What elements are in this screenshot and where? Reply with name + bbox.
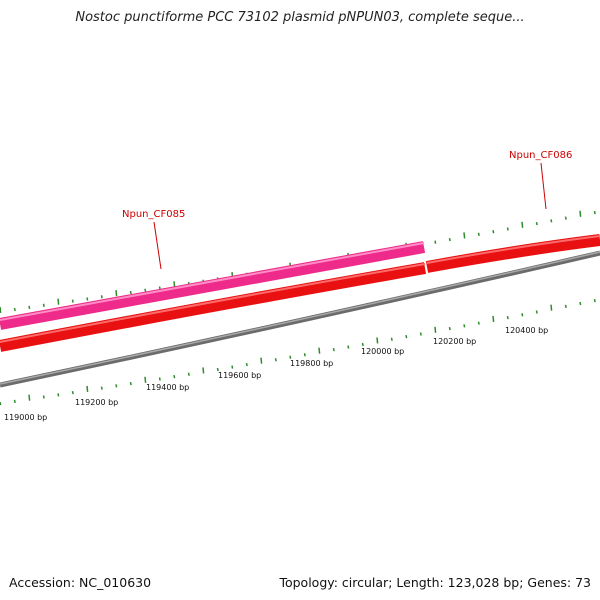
inner-tick	[477, 321, 480, 325]
inner-tick	[419, 332, 422, 336]
inner-tick	[405, 334, 408, 339]
inner-tick	[28, 394, 31, 401]
outer-tick	[506, 227, 509, 231]
inner-tick	[57, 393, 60, 397]
inner-tick	[13, 399, 16, 404]
accession-label: Accession: NC_010630	[9, 575, 152, 590]
outer-tick	[129, 290, 132, 295]
inner-tick	[187, 372, 190, 376]
outer-tick	[579, 210, 582, 217]
inner-tick	[579, 301, 582, 306]
inner-tick	[390, 337, 393, 341]
backbone-highlight	[0, 251, 600, 385]
inner-tick	[492, 315, 495, 322]
cds-reverse-highlight	[426, 235, 600, 264]
inner-tick	[0, 401, 2, 406]
inner-tick	[173, 374, 176, 379]
inner-tick	[593, 298, 596, 303]
inner-tick	[303, 353, 306, 357]
outer-tick	[463, 232, 466, 239]
inner-tick	[129, 381, 132, 386]
cds-forward-highlight	[0, 242, 425, 321]
inner-tick	[289, 355, 292, 359]
inner-tick	[564, 304, 567, 308]
inner-tick	[158, 377, 161, 381]
inner-tick	[71, 390, 74, 395]
map-summary: Topology: circular; Length: 123,028 bp; …	[279, 575, 591, 590]
outer-tick	[434, 240, 437, 244]
outer-tick	[57, 298, 60, 305]
inner-tick	[361, 342, 364, 347]
inner-tick	[231, 365, 234, 369]
outer-tick	[477, 232, 480, 236]
cds-reverse-feature	[0, 262, 427, 352]
inner-tick	[506, 315, 509, 320]
inner-tick	[332, 347, 335, 352]
inner-tick	[42, 395, 45, 399]
inner-tick	[274, 358, 277, 362]
outer-tick	[535, 221, 538, 226]
inner-tick	[376, 337, 379, 344]
cds-reverse-highlight	[0, 263, 426, 343]
ruler-label: 119600 bp	[218, 371, 261, 380]
outer-tick	[115, 290, 118, 297]
ruler-label: 120400 bp	[505, 326, 548, 335]
outer-tick	[42, 303, 45, 307]
inner-tick	[86, 385, 89, 392]
inner-tick	[115, 384, 118, 388]
inner-tick	[216, 367, 219, 372]
outer-tick	[28, 305, 31, 310]
cds-forward-feature	[0, 241, 426, 330]
inner-tick	[347, 345, 350, 349]
outer-tick	[448, 237, 451, 242]
outer-tick	[593, 210, 596, 215]
outer-tick	[492, 230, 495, 234]
ruler-label: 119000 bp	[4, 413, 47, 422]
cds-reverse-feature	[425, 234, 600, 273]
inner-tick	[100, 386, 103, 390]
outer-tick	[521, 221, 524, 228]
inner-tick	[144, 376, 147, 383]
outer-tick	[13, 307, 16, 312]
map-title: Nostoc punctiforme PCC 73102 plasmid pNP…	[75, 10, 525, 25]
ruler-label: 120200 bp	[433, 337, 476, 346]
ruler-label: 119800 bp	[290, 359, 333, 368]
outer-tick	[71, 299, 74, 303]
inner-tick	[463, 324, 466, 328]
outer-tick	[0, 306, 2, 314]
inner-tick	[202, 367, 205, 374]
gene-callout-line	[540, 162, 547, 210]
gene-callout-line	[153, 221, 162, 270]
outer-tick	[550, 219, 553, 223]
inner-tick	[521, 313, 524, 317]
gene-label: Npun_CF085	[122, 209, 185, 220]
gene-label: Npun_CF086	[509, 150, 572, 161]
inner-tick	[318, 347, 321, 354]
inner-tick	[434, 326, 437, 333]
outer-tick	[100, 295, 103, 299]
inner-tick	[550, 304, 553, 311]
inner-tick	[245, 362, 248, 367]
outer-tick	[86, 297, 89, 301]
ruler-label: 119400 bp	[146, 383, 189, 392]
inner-tick	[260, 357, 263, 364]
outer-tick	[144, 288, 147, 292]
inner-tick	[535, 310, 538, 314]
backbone-line	[0, 250, 600, 388]
inner-tick	[448, 326, 451, 331]
outer-tick	[564, 216, 567, 220]
ruler-label: 119200 bp	[75, 398, 118, 407]
ruler-label: 120000 bp	[361, 347, 404, 356]
